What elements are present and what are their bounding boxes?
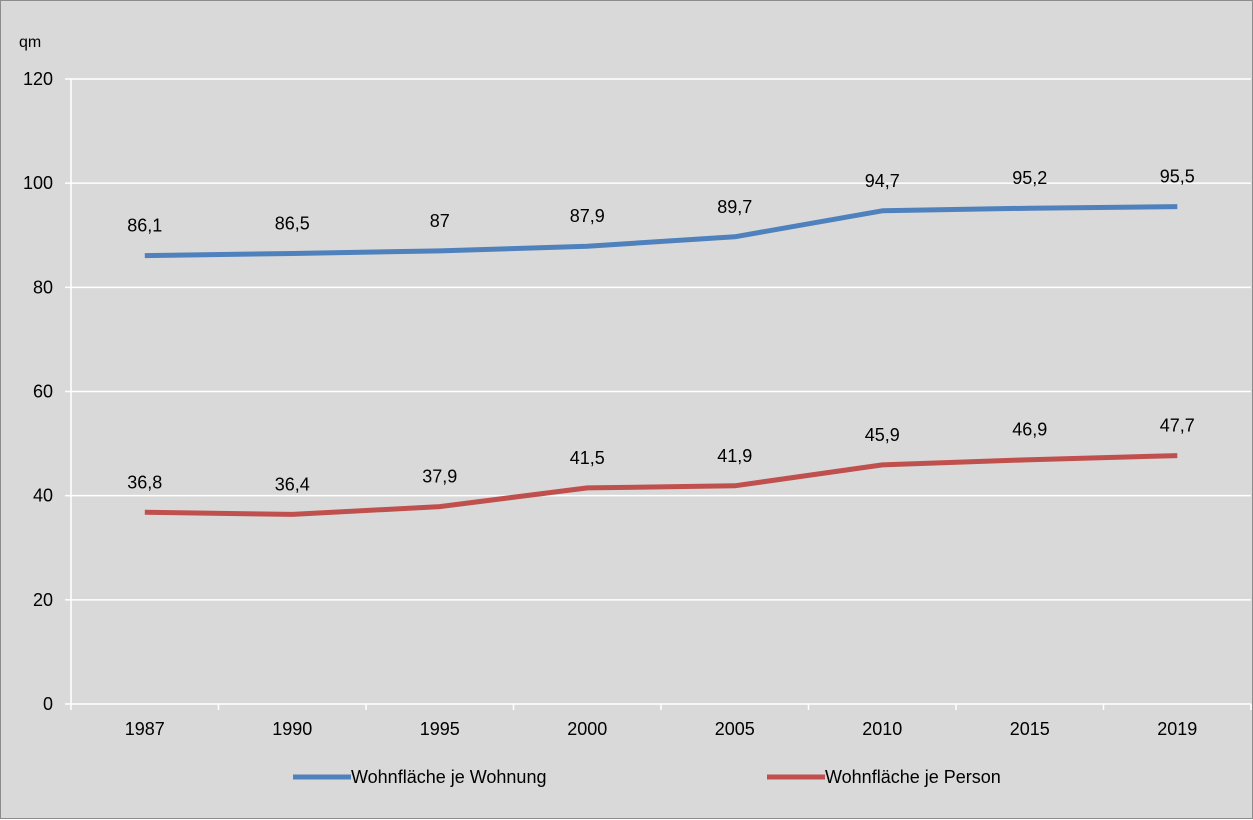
x-tick-label: 2019 (1157, 719, 1197, 739)
y-tick-label: 120 (23, 69, 53, 89)
data-label: 95,5 (1160, 167, 1195, 187)
y-tick-label: 60 (33, 382, 53, 402)
y-tick-label: 80 (33, 277, 53, 297)
data-label: 86,5 (275, 213, 310, 233)
x-tick-label: 2005 (715, 719, 755, 739)
y-axis-unit-label: qm (19, 34, 41, 51)
data-label: 45,9 (865, 425, 900, 445)
series-lines (144, 204, 1178, 517)
x-tick-label: 1990 (272, 719, 312, 739)
legend-label: Wohnfläche je Wohnung (351, 767, 546, 787)
data-label: 95,2 (1012, 168, 1047, 188)
x-tick-label: 2015 (1010, 719, 1050, 739)
data-label: 87,9 (570, 206, 605, 226)
x-tick-label: 2010 (862, 719, 902, 739)
data-label: 46,9 (1012, 420, 1047, 440)
data-label: 89,7 (717, 197, 752, 217)
x-tick-label: 1995 (420, 719, 460, 739)
data-label: 41,9 (717, 446, 752, 466)
data-label: 36,4 (275, 474, 310, 494)
x-tick-label: 2000 (567, 719, 607, 739)
data-label: 36,8 (127, 472, 162, 492)
data-label: 41,5 (570, 448, 605, 468)
data-label: 94,7 (865, 171, 900, 191)
x-tick-label: 1987 (125, 719, 165, 739)
legend-label: Wohnfläche je Person (825, 767, 1001, 787)
series-line-2 (144, 453, 1178, 517)
series-line-1 (144, 204, 1178, 259)
y-tick-label: 20 (33, 590, 53, 610)
data-label: 86,1 (127, 216, 162, 236)
data-labels: 86,1 86,5 87 87,9 89,7 94,7 95,2 95,5 36,8 36,4 37… (127, 167, 1195, 495)
y-tick-label: 100 (23, 173, 53, 193)
y-tick-label: 40 (33, 486, 53, 506)
y-tick-label: 0 (43, 694, 53, 714)
gridlines (71, 78, 1251, 601)
data-label: 47,7 (1160, 416, 1195, 436)
data-label: 87 (430, 211, 450, 231)
data-label: 37,9 (422, 467, 457, 487)
legend: Wohnfläche je Wohnung Wohnfläche je Perso… (293, 767, 1001, 787)
axes: 0 20 40 60 80 100 120 1987 1990 1995 2000 2005 2010 2… (23, 69, 1252, 739)
